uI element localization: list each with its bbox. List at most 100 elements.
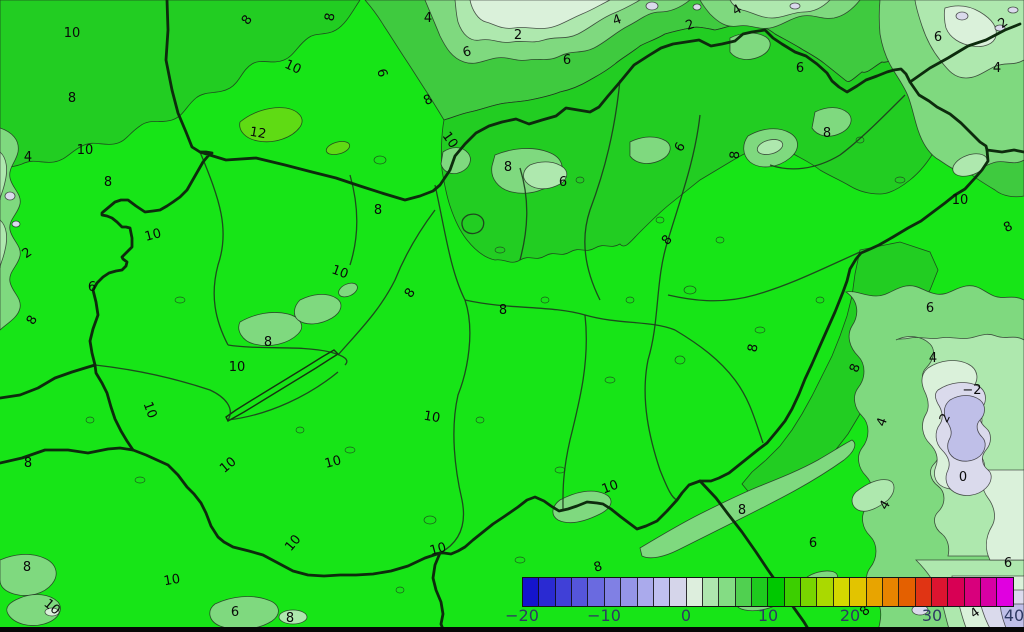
colorbar-segment (670, 578, 687, 606)
colorbar-segment (882, 578, 900, 606)
contour-label: 6 (88, 280, 96, 295)
pocket-bakony3 (338, 282, 358, 298)
colorbar-segment (539, 578, 556, 606)
band-0-2-bl (44, 607, 60, 617)
band-8-10-topleft (0, 0, 361, 171)
lake-balaton (225, 349, 340, 422)
colorbar-segment (948, 578, 965, 606)
contour-label: 8 (504, 160, 512, 175)
contour-label: 6 (934, 30, 942, 45)
colorbar-segment (604, 578, 622, 606)
colorbar-tick-label: −10 (587, 606, 621, 625)
colorbar-segment (572, 578, 589, 606)
colorbar-tick-label: 40 (1003, 606, 1024, 625)
lavender-dot (4, 191, 16, 201)
lavender-dot (692, 3, 702, 11)
colorbar-segment (981, 578, 998, 606)
colorbar-segment (621, 578, 638, 606)
band-2-4-leftedge2 (0, 219, 7, 269)
colorbar-segment (850, 578, 867, 606)
band-m4-m2-core (943, 395, 986, 462)
contour-label: 10 (64, 26, 81, 41)
contour-label: 6 (1004, 556, 1012, 571)
contour-label: 10 (282, 57, 303, 78)
contour-label: 10 (229, 360, 246, 375)
colorbar-tick-label: 20 (839, 606, 861, 625)
bottom-frame-bar (0, 627, 1024, 632)
lavender-dot (11, 220, 21, 228)
contour-label: 10 (323, 453, 343, 472)
contour-label: 6 (796, 61, 804, 76)
colorbar-tick-label: 0 (680, 606, 692, 625)
colorbar-segment (588, 578, 605, 606)
colorbar-segment (555, 578, 573, 606)
contour-label: 10 (600, 478, 621, 498)
colorbar-segment (866, 578, 883, 606)
contour-label: 6 (563, 53, 571, 68)
colorbar-tick-label: −20 (505, 606, 539, 625)
lavender-dot (1007, 6, 1019, 14)
band-2-4-southmid (278, 609, 308, 625)
contour-label: 4 (993, 61, 1001, 76)
contour-label: 8 (823, 126, 831, 141)
contour-label: 10 (428, 540, 448, 559)
contour-label: 8 (745, 343, 761, 354)
lavender-dot (789, 2, 801, 10)
pocket-zemplen (811, 107, 852, 137)
band-0-2-topcenter (469, 0, 611, 29)
contour-label: 8 (738, 503, 746, 518)
contour-label: 2 (514, 28, 522, 43)
contour-label: 10 (329, 263, 350, 283)
contour-label: 6 (373, 67, 390, 79)
contour-label: 8 (24, 456, 32, 471)
border-sk-ua (908, 22, 1022, 84)
border-at-si (0, 363, 97, 400)
contour-label: 10 (140, 400, 160, 421)
contour-label: 10 (143, 226, 163, 245)
colorbar-segment (964, 578, 982, 606)
hungary-border (88, 28, 990, 578)
border-si-hr (0, 446, 135, 465)
contour-label: 8 (286, 611, 294, 626)
contour-label: 6 (809, 536, 817, 551)
band-4-6-southmid1 (209, 596, 279, 630)
colorbar-segment (899, 578, 916, 606)
contour-label: 10 (163, 572, 182, 590)
band-4-6-bl2 (6, 594, 61, 626)
colorbar-segment (702, 578, 720, 606)
colorbar-tick-label: 30 (921, 606, 943, 625)
border-ua-ro (985, 148, 1024, 154)
colorbar-segment (686, 578, 703, 606)
colorbar-segment (817, 578, 834, 606)
lavender-dot (994, 24, 1006, 32)
pocket-cserhat-2-4 (523, 161, 568, 190)
pocket-bukk-core (756, 139, 784, 155)
contour-label: 10 (952, 193, 969, 208)
colorbar-segment (735, 578, 753, 606)
band-4-6-diag1 (639, 439, 856, 559)
colorbar-segment (653, 578, 671, 606)
band-12-14-patch (239, 107, 303, 143)
colorbar-segment (523, 578, 540, 606)
colorbar-segment (768, 578, 785, 606)
band-2-4-leftedge1 (0, 151, 7, 201)
colorbar-segment (833, 578, 851, 606)
band-m4-m2-corner (999, 603, 1024, 632)
band-2-4-topright1 (729, 0, 831, 19)
lavender-dot (955, 11, 969, 21)
lavender-dot (645, 1, 659, 11)
band-2-4-diag (851, 479, 895, 512)
colorbar-segment (997, 578, 1013, 606)
border-at-sk (164, 0, 202, 154)
contour-label: 10 (422, 409, 441, 427)
contour-label: 8 (728, 150, 744, 160)
pocket-bakony2 (294, 294, 342, 325)
contour-label: 8 (264, 335, 272, 350)
colorbar-segment (637, 578, 654, 606)
contour-label: 4 (424, 11, 432, 26)
colorbar (522, 577, 1014, 607)
pocket-borzsony (440, 147, 471, 174)
